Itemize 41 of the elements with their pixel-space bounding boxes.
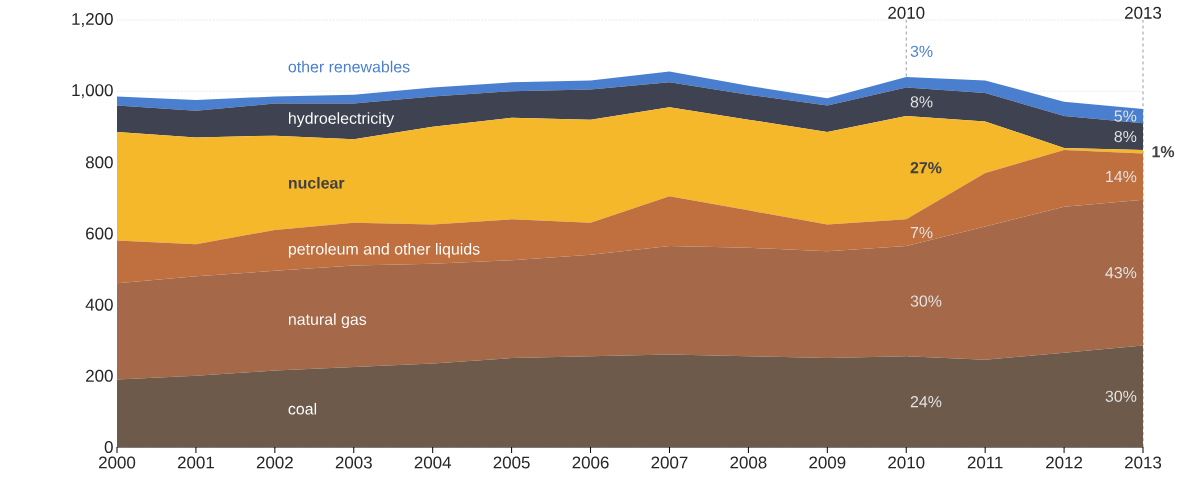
x-tick-label: 2003 xyxy=(335,456,372,469)
y-tick-label: 800 xyxy=(85,156,113,169)
series-label: coal xyxy=(288,402,317,415)
x-tick-label: 2000 xyxy=(99,456,136,469)
annotation: 30% xyxy=(1105,390,1137,402)
y-tick-label: 400 xyxy=(85,298,113,311)
text: 1% xyxy=(1152,146,1175,158)
y-tick-label: 200 xyxy=(86,369,113,382)
y-tick-label: 1,200 xyxy=(72,13,113,27)
x-tick-label: 2001 xyxy=(177,456,214,469)
annotation: 24% xyxy=(910,396,942,408)
series-label: nuclear xyxy=(288,176,345,189)
x-tick-label: 2010 xyxy=(888,456,925,469)
annotation: 7% xyxy=(910,227,933,239)
annotation: 43% xyxy=(1105,267,1137,279)
x-tick-label: 2004 xyxy=(414,456,452,469)
x-tick-label: 2012 xyxy=(1046,456,1083,469)
x-tick-label: 2008 xyxy=(730,456,767,469)
annotation: 8% xyxy=(910,96,933,108)
ref-line-label: 2013 xyxy=(1125,6,1162,19)
x-tick-label: 2013 xyxy=(1125,456,1162,469)
series-label: natural gas xyxy=(288,313,367,329)
x-tick-label: 2009 xyxy=(809,456,846,469)
annotation: 3% xyxy=(910,45,933,57)
y-tick-label: 600 xyxy=(86,227,113,240)
x-tick-label: 2002 xyxy=(256,456,293,469)
series-label: other renewables xyxy=(288,60,410,73)
x-tick-label: 2006 xyxy=(572,456,609,469)
ref-line-label: 2010 xyxy=(888,6,925,19)
annotation: 14% xyxy=(1106,170,1137,183)
series-label: hydroelectricity xyxy=(289,112,395,128)
annotation: 5% xyxy=(1114,110,1137,122)
x-tick-label: 2005 xyxy=(493,456,530,469)
annotation: 30% xyxy=(910,295,942,307)
annotation: 8% xyxy=(1114,130,1137,143)
series-label: petroleum and other liquids xyxy=(288,242,480,258)
y-tick-label: 1,000 xyxy=(72,84,113,99)
x-tick-label: 2011 xyxy=(967,456,1003,469)
annotation: 27% xyxy=(910,162,942,174)
y-tick-label: 0 xyxy=(104,441,113,453)
x-tick-label: 2007 xyxy=(651,456,688,469)
